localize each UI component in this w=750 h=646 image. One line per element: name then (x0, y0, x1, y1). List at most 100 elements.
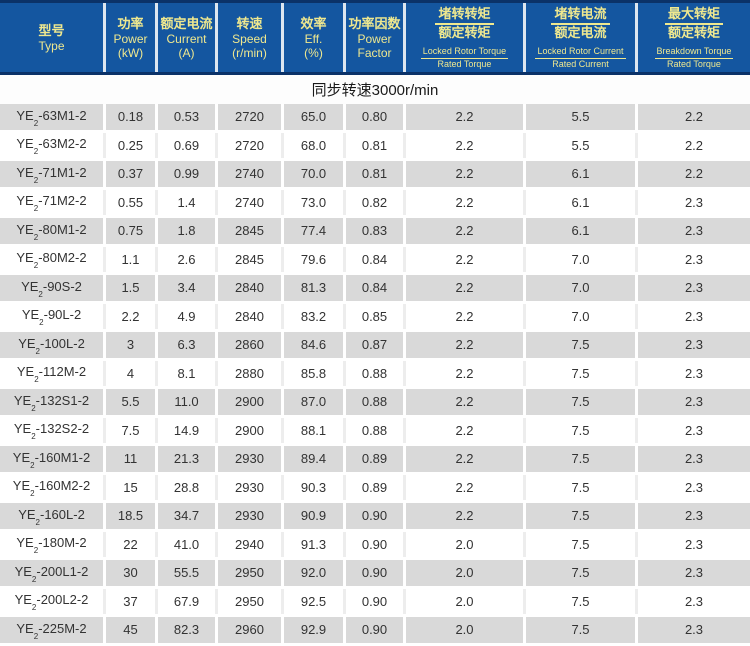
model-prefix: YE (16, 193, 34, 209)
table-row: YE2-63M2-2 0.25 0.69 2720 68.0 0.81 2.2 … (0, 132, 750, 158)
breakdown-torque-value-cell: 2.3 (638, 246, 750, 272)
power-value-cell: 15 (106, 474, 158, 500)
model-subscript: 2 (33, 175, 39, 185)
power-factor-value-cell: 0.82 (346, 189, 406, 215)
efficiency-value-cell: 65.0 (284, 104, 346, 130)
breakdown-torque-en-top: Breakdown Torque (654, 46, 734, 59)
efficiency-value-cell: 88.1 (284, 417, 346, 443)
model-text: YE2-160M1-2 (13, 450, 90, 470)
model-subscript: 2 (38, 289, 43, 299)
model-text: YE2-132S1-2 (14, 393, 89, 413)
model-text: YE2-225M-2 (16, 620, 87, 641)
locked-rotor-torque-en-fraction: Locked Rotor Torque Rated Torque (420, 46, 509, 70)
model-cell: YE2-225M-2 (0, 617, 106, 643)
breakdown-torque-value-cell: 2.3 (638, 474, 750, 500)
model-text: YE2-112M-2 (17, 364, 86, 385)
breakdown-torque-value-cell: 2.3 (638, 588, 750, 614)
locked-rotor-current-value-cell: 7.5 (526, 474, 638, 500)
breakdown-torque-value-cell: 2.3 (638, 332, 750, 358)
model-subscript: 2 (30, 489, 35, 499)
model-cell: YE2-132S2-2 (0, 417, 106, 443)
efficiency-value-cell: 87.0 (284, 389, 346, 415)
power-value-cell: 0.37 (106, 161, 158, 187)
locked-rotor-current-value-cell: 7.5 (526, 332, 638, 358)
power-factor-value-cell: 0.90 (346, 531, 406, 557)
model-text: YE2-63M1-2 (16, 108, 86, 128)
model-cell: YE2-180M-2 (0, 531, 106, 557)
efficiency-value-cell: 90.9 (284, 503, 346, 529)
model-subscript: 2 (34, 375, 39, 385)
speed-value-cell: 2740 (218, 189, 284, 215)
model-cell: YE2-63M2-2 (0, 132, 106, 158)
header-locked-rotor-current: 堵转电流 额定电流 Locked Rotor Current Rated Cur… (526, 3, 638, 72)
breakdown-torque-value-cell: 2.3 (638, 560, 750, 586)
locked-rotor-current-value-cell: 7.5 (526, 417, 638, 443)
model-cell: YE2-112M-2 (0, 360, 106, 386)
table-row: YE2-63M1-2 0.18 0.53 2720 65.0 0.80 2.2 … (0, 104, 750, 130)
model-cell: YE2-71M2-2 (0, 189, 106, 215)
table-row: YE2-160M2-2 15 28.8 2930 90.3 0.89 2.2 7… (0, 474, 750, 500)
locked-rotor-torque-value-cell: 2.2 (406, 389, 526, 415)
locked-rotor-torque-en-bottom: Rated Torque (437, 58, 492, 69)
model-cell: YE2-90S-2 (0, 275, 106, 301)
speed-value-cell: 2845 (218, 246, 284, 272)
locked-rotor-current-value-cell: 6.1 (526, 189, 638, 215)
current-value-cell: 55.5 (158, 560, 218, 586)
model-text: YE2-80M2-2 (16, 250, 86, 270)
locked-rotor-current-value-cell: 7.5 (526, 560, 638, 586)
header-speed-unit: (r/min) (232, 45, 267, 60)
model-suffix: -132S2-2 (35, 421, 90, 437)
model-subscript: 2 (33, 631, 39, 641)
power-value-cell: 5.5 (106, 389, 158, 415)
locked-rotor-torque-zh-bottom: 额定转矩 (438, 24, 491, 40)
header-current-en: Current (166, 31, 207, 46)
power-factor-value-cell: 0.81 (346, 132, 406, 158)
table-row: YE2-160L-2 18.5 34.7 2930 90.9 0.90 2.2 … (0, 503, 750, 529)
current-value-cell: 67.9 (158, 588, 218, 614)
table-row: YE2-90L-2 2.2 4.9 2840 83.2 0.85 2.2 7.0… (0, 303, 750, 329)
power-factor-value-cell: 0.87 (346, 332, 406, 358)
model-cell: YE2-80M1-2 (0, 218, 106, 244)
locked-rotor-torque-value-cell: 2.2 (406, 503, 526, 529)
speed-value-cell: 2950 (218, 560, 284, 586)
power-value-cell: 1.1 (106, 246, 158, 272)
power-value-cell: 22 (106, 531, 158, 557)
locked-rotor-current-value-cell: 7.5 (526, 360, 638, 386)
efficiency-value-cell: 91.3 (284, 531, 346, 557)
model-cell: YE2-90L-2 (0, 303, 106, 329)
locked-rotor-torque-value-cell: 2.0 (406, 617, 526, 643)
breakdown-torque-zh-bottom: 额定转矩 (667, 24, 720, 40)
header-power: 功率 Power (kW) (106, 3, 158, 72)
breakdown-torque-en-fraction: Breakdown Torque Rated Torque (654, 46, 734, 70)
model-suffix: -100L-2 (39, 335, 85, 351)
header-power-unit: (kW) (117, 45, 144, 60)
model-suffix: -225M-2 (38, 620, 87, 636)
model-text: YE2-71M2-2 (16, 193, 86, 213)
header-speed-en: Speed (232, 31, 267, 46)
model-subscript: 2 (31, 603, 37, 613)
model-text: YE2-90L-2 (22, 307, 81, 327)
table-row: YE2-80M2-2 1.1 2.6 2845 79.6 0.84 2.2 7.… (0, 246, 750, 272)
efficiency-value-cell: 89.4 (284, 446, 346, 472)
locked-rotor-current-value-cell: 6.1 (526, 161, 638, 187)
power-value-cell: 11 (106, 446, 158, 472)
power-value-cell: 2.2 (106, 303, 158, 329)
locked-rotor-current-value-cell: 5.5 (526, 104, 638, 130)
efficiency-value-cell: 77.4 (284, 218, 346, 244)
model-prefix: YE (14, 563, 32, 579)
locked-rotor-current-value-cell: 7.5 (526, 531, 638, 557)
efficiency-value-cell: 83.2 (284, 303, 346, 329)
power-factor-value-cell: 0.80 (346, 104, 406, 130)
model-prefix: YE (13, 421, 32, 437)
header-power-zh: 功率 (117, 15, 144, 31)
model-prefix: YE (16, 164, 34, 180)
model-prefix: YE (16, 250, 34, 266)
locked-rotor-current-value-cell: 7.5 (526, 446, 638, 472)
header-speed-zh: 转速 (236, 15, 263, 31)
model-text: YE2-160M2-2 (13, 478, 90, 499)
power-value-cell: 0.25 (106, 132, 158, 158)
locked-rotor-torque-value-cell: 2.2 (406, 417, 526, 443)
speed-value-cell: 2900 (218, 417, 284, 443)
model-suffix: -63M2-2 (38, 136, 87, 152)
model-subscript: 2 (33, 147, 39, 157)
